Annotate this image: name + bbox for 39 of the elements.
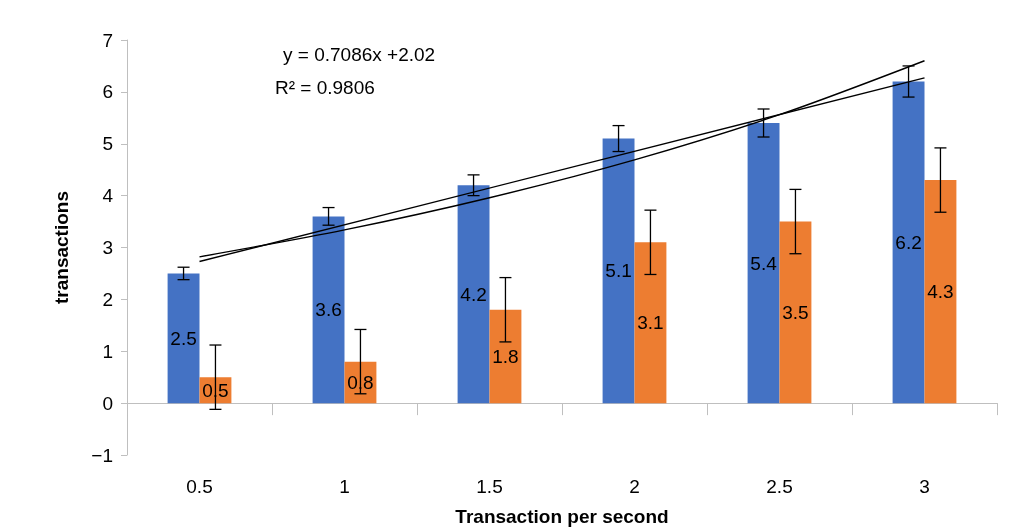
- x-tick-label: 2.5: [766, 476, 793, 497]
- x-tick-label: 1.5: [476, 476, 503, 497]
- x-tick-label: 3: [919, 476, 930, 497]
- data-label: 4.2: [460, 283, 487, 305]
- y-tick-label: 5: [102, 133, 113, 155]
- bar: [634, 242, 667, 404]
- y-tick-label: 0: [102, 392, 113, 414]
- data-label: 5.1: [605, 260, 632, 282]
- bar: [167, 273, 200, 404]
- bar: [602, 138, 635, 404]
- bar: [457, 185, 490, 404]
- y-tick-label: 7: [102, 29, 113, 51]
- data-label: 5.4: [750, 252, 778, 274]
- y-tick-label: −1: [91, 444, 113, 466]
- x-tick-label: 0.5: [186, 476, 213, 497]
- x-axis-title: Transaction per second: [455, 506, 669, 527]
- y-axis-title: transactions: [51, 191, 72, 304]
- y-tick-label: 2: [102, 288, 113, 310]
- data-label: 6.2: [895, 231, 922, 253]
- data-label: 4.3: [927, 281, 954, 303]
- bar: [779, 221, 812, 404]
- bar: [489, 309, 522, 404]
- y-tick-label: 6: [102, 81, 113, 103]
- x-tick-label: 2: [629, 476, 640, 497]
- bar: [747, 123, 780, 404]
- data-label: 3.6: [315, 299, 342, 321]
- annotation: y = 0.7086x +2.02: [283, 44, 436, 65]
- bar: [924, 180, 957, 404]
- data-label: 1.8: [492, 345, 519, 367]
- bar: [312, 216, 345, 404]
- y-tick-label: 1: [102, 340, 113, 362]
- x-tick-label: 1: [339, 476, 350, 497]
- data-label: 3.1: [637, 312, 664, 334]
- bar: [892, 81, 925, 404]
- annotation: R² = 0.9806: [275, 77, 375, 98]
- data-label: 3.5: [782, 301, 809, 323]
- y-tick-label: 3: [102, 237, 113, 258]
- y-tick-label: 4: [102, 185, 114, 207]
- data-label: 2.5: [170, 327, 197, 349]
